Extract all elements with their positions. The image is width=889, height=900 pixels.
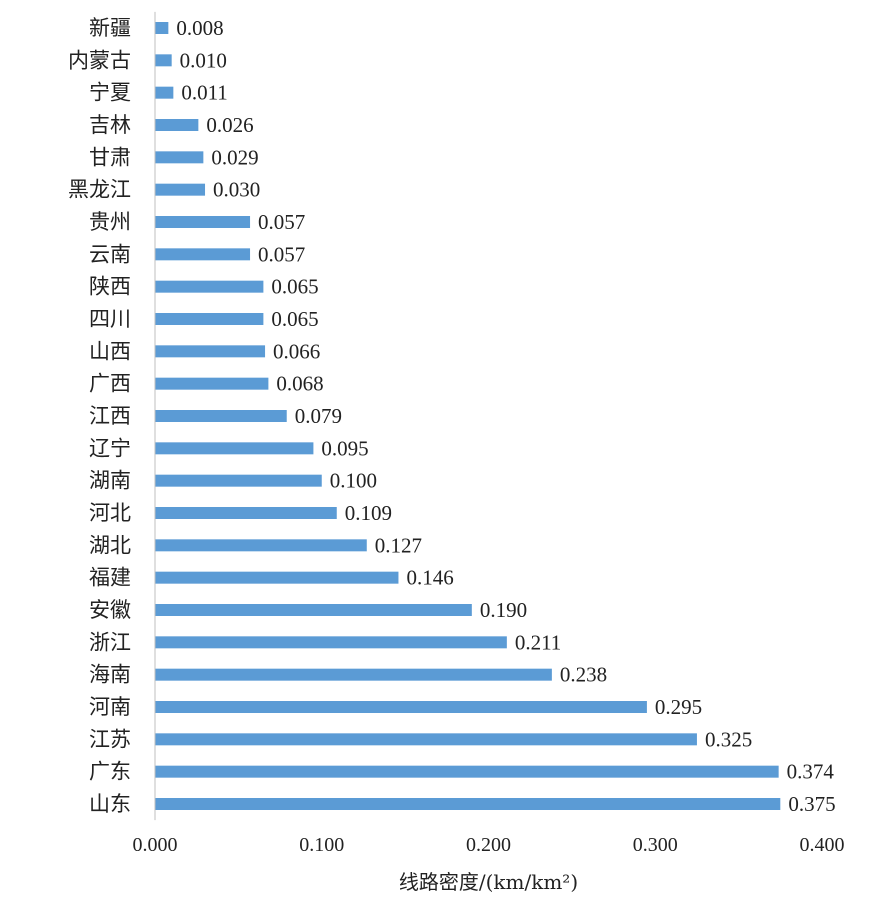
x-axis-title: 线路密度/(km/km²) <box>399 870 578 894</box>
value-label: 0.057 <box>258 242 305 266</box>
value-label: 0.190 <box>480 598 527 622</box>
bar <box>155 86 174 99</box>
bar <box>155 636 507 649</box>
value-label: 0.026 <box>206 113 253 137</box>
bar <box>155 280 264 293</box>
value-label: 0.374 <box>787 760 835 784</box>
bar <box>155 119 199 131</box>
x-tick-label: 0.300 <box>633 834 678 856</box>
value-label: 0.238 <box>560 663 607 687</box>
x-tick-label: 0.000 <box>133 834 178 856</box>
bar <box>155 765 779 778</box>
value-label: 0.100 <box>330 469 377 493</box>
category-label: 云南 <box>89 242 131 266</box>
x-tick-label: 0.100 <box>299 834 344 856</box>
category-label: 河南 <box>89 695 131 719</box>
bar <box>155 507 337 519</box>
bar <box>155 604 472 616</box>
bar <box>155 54 172 67</box>
category-label: 河北 <box>89 501 131 525</box>
value-label: 0.127 <box>375 533 422 557</box>
value-label: 0.325 <box>705 727 752 751</box>
category-label: 广西 <box>89 372 131 396</box>
value-label: 0.010 <box>180 48 227 72</box>
value-label: 0.011 <box>181 81 227 105</box>
bar <box>155 313 264 325</box>
category-label: 新疆 <box>89 16 131 40</box>
value-label: 0.068 <box>276 372 323 396</box>
category-label: 吉林 <box>89 113 131 137</box>
x-tick-label: 0.400 <box>800 834 845 856</box>
bar <box>155 216 251 228</box>
value-label: 0.211 <box>515 630 561 654</box>
bars-group <box>155 22 781 810</box>
bar <box>155 248 251 261</box>
value-label: 0.065 <box>271 275 318 299</box>
category-label: 江西 <box>89 404 131 428</box>
category-label: 贵州 <box>89 210 131 234</box>
value-label: 0.095 <box>321 436 368 460</box>
bar <box>155 474 322 487</box>
x-tick-label: 0.200 <box>466 834 511 856</box>
value-label: 0.079 <box>295 404 342 428</box>
value-label: 0.030 <box>213 178 260 202</box>
bar <box>155 183 206 196</box>
value-label: 0.057 <box>258 210 305 234</box>
bar <box>155 571 399 584</box>
bar <box>155 442 314 455</box>
category-label: 安徽 <box>89 598 131 622</box>
category-label: 江苏 <box>89 727 131 751</box>
category-label: 黑龙江 <box>68 178 131 202</box>
bar <box>155 733 697 746</box>
bar <box>155 345 266 358</box>
category-label: 海南 <box>89 663 131 687</box>
bar <box>155 701 647 713</box>
category-label: 四川 <box>89 307 131 331</box>
value-label: 0.066 <box>273 339 320 363</box>
bar <box>155 668 552 681</box>
value-labels-group: 0.008 0.010 0.011 0.026 0.029 0.030 0.057 0.057… <box>176 16 835 816</box>
bar <box>155 798 781 810</box>
bar <box>155 410 287 422</box>
value-label: 0.008 <box>176 16 223 40</box>
category-label: 甘肃 <box>89 145 131 169</box>
bar <box>155 151 204 164</box>
category-label: 湖北 <box>89 533 131 557</box>
bar <box>155 377 269 390</box>
bar <box>155 22 169 34</box>
category-label: 福建 <box>89 566 131 590</box>
value-label: 0.375 <box>788 792 835 816</box>
value-label: 0.295 <box>655 695 702 719</box>
value-label: 0.065 <box>271 307 318 331</box>
category-label: 陕西 <box>89 275 131 299</box>
category-label: 湖南 <box>89 469 131 493</box>
category-label: 山东 <box>89 792 131 816</box>
category-labels-group: 新疆内蒙古宁夏吉林甘肃黑龙江贵州云南陕西四川山西广西江西辽宁湖南河北湖北福建安徽… <box>68 16 131 816</box>
category-label: 山西 <box>89 339 131 363</box>
value-label: 0.109 <box>345 501 392 525</box>
bar <box>155 539 367 552</box>
category-label: 宁夏 <box>89 81 131 105</box>
value-label: 0.029 <box>211 145 258 169</box>
category-label: 浙江 <box>89 630 131 654</box>
value-label: 0.146 <box>406 566 453 590</box>
category-label: 广东 <box>89 760 131 784</box>
x-tick-labels-group: 0.000 0.100 0.200 0.300 0.400 <box>133 834 845 856</box>
category-label: 辽宁 <box>89 436 131 460</box>
category-label: 内蒙古 <box>68 48 131 72</box>
